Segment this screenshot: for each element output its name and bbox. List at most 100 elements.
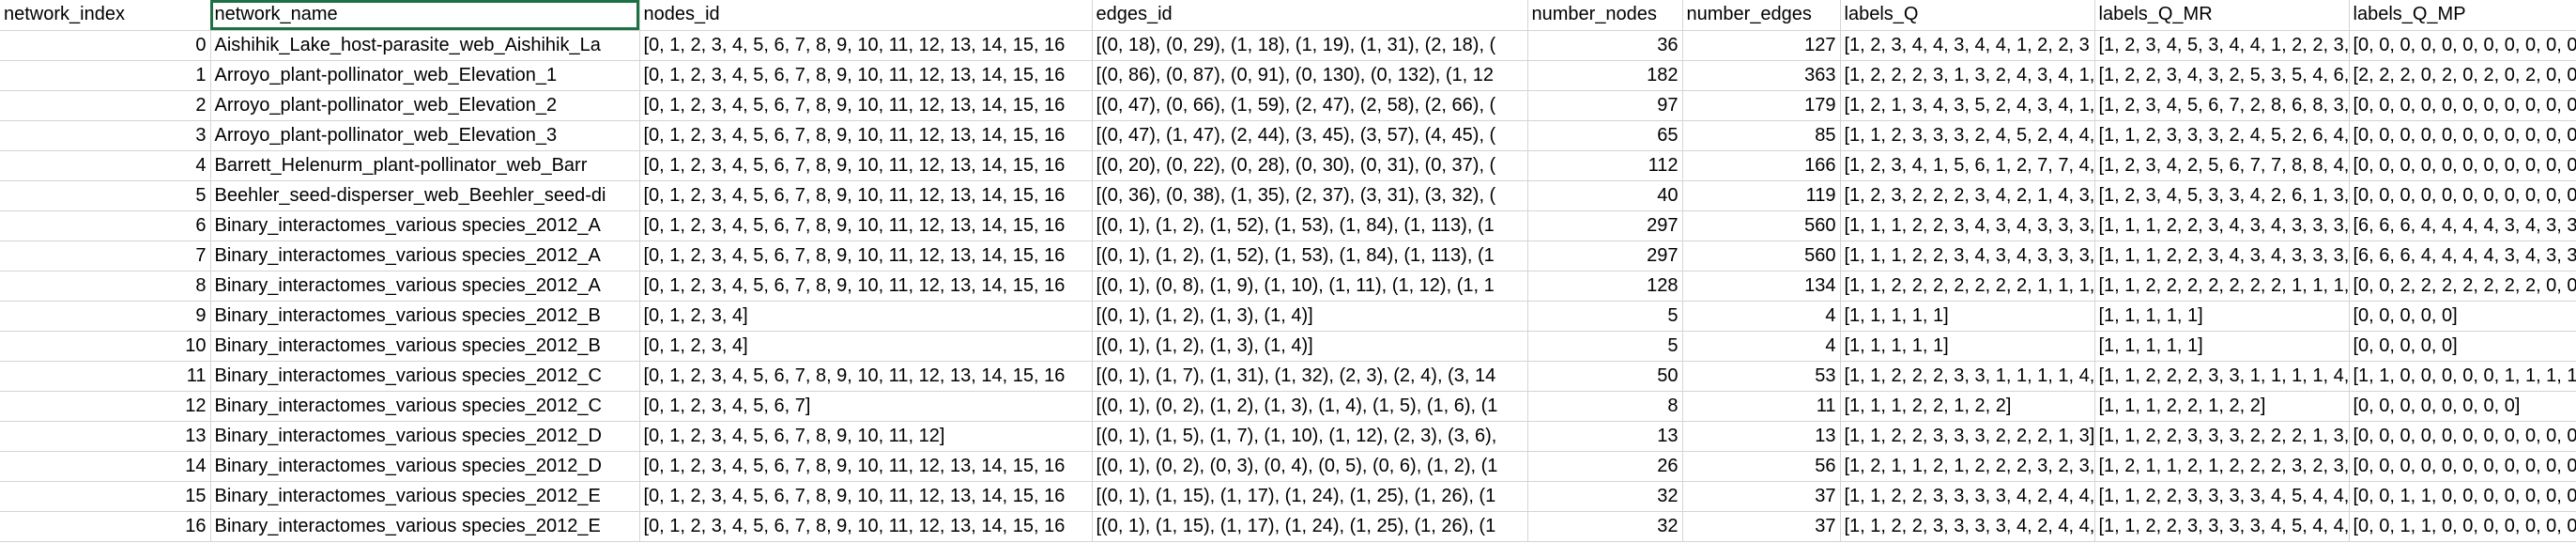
cell-edges-id[interactable]: [(0, 1), (1, 15), (1, 17), (1, 24), (1, … [1092, 481, 1528, 512]
cell-labels-q-mp[interactable]: [0, 0, 0, 0, 0, 0, 0, 0, 0, 0, 0 [2349, 180, 2576, 211]
cell-network-name[interactable]: Binary_interactomes_various species_2012… [210, 391, 640, 422]
cell-nodes-id[interactable]: [0, 1, 2, 3, 4, 5, 6, 7, 8, 9, 10, 11, 1… [639, 30, 1093, 61]
header-cell-network-name[interactable]: network_name [210, 0, 640, 31]
cell-network-name[interactable]: Binary_interactomes_various species_2012… [210, 451, 640, 482]
cell-number-edges[interactable]: 166 [1682, 150, 1841, 181]
cell-number-edges[interactable]: 179 [1682, 90, 1841, 121]
cell-nodes-id[interactable]: [0, 1, 2, 3, 4, 5, 6, 7, 8, 9, 10, 11, 1… [639, 60, 1093, 91]
cell-network-name[interactable]: Binary_interactomes_various species_2012… [210, 511, 640, 542]
cell-labels-q-mp[interactable]: [0, 0, 0, 0, 0, 0, 0, 0, 0, 0, 0 [2349, 150, 2576, 181]
cell-labels-q-mr[interactable]: [1, 1, 1, 2, 2, 1, 2, 2] [2094, 391, 2350, 422]
cell-labels-q-mp[interactable]: [0, 0, 0, 0, 0, 0, 0, 0, 0, 0, 0 [2349, 451, 2576, 482]
cell-network-index[interactable]: 0 [0, 30, 211, 61]
cell-labels-q[interactable]: [1, 1, 1, 1, 1] [1840, 331, 2095, 362]
cell-number-edges[interactable]: 85 [1682, 120, 1841, 151]
cell-network-name[interactable]: Aishihik_Lake_host-parasite_web_Aishihik… [210, 30, 640, 61]
cell-network-index[interactable]: 1 [0, 60, 211, 91]
cell-network-index[interactable]: 12 [0, 391, 211, 422]
cell-labels-q[interactable]: [1, 1, 1, 2, 2, 3, 4, 3, 4, 3, 3, 3, 3 [1840, 210, 2095, 241]
cell-number-edges[interactable]: 4 [1682, 301, 1841, 332]
cell-number-nodes[interactable]: 297 [1527, 210, 1683, 241]
header-cell-network-index[interactable]: network_index [0, 0, 211, 31]
cell-network-name[interactable]: Beehler_seed-disperser_web_Beehler_seed-… [210, 180, 640, 211]
cell-labels-q-mr[interactable]: [1, 1, 2, 2, 2, 3, 3, 1, 1, 1, 1, 4, [2094, 361, 2350, 392]
cell-network-name[interactable]: Binary_interactomes_various species_2012… [210, 210, 640, 241]
cell-number-nodes[interactable]: 26 [1527, 451, 1683, 482]
cell-labels-q[interactable]: [1, 2, 1, 3, 4, 3, 5, 2, 4, 3, 4, 1, 3 [1840, 90, 2095, 121]
cell-nodes-id[interactable]: [0, 1, 2, 3, 4, 5, 6, 7, 8, 9, 10, 11, 1… [639, 150, 1093, 181]
cell-number-nodes[interactable]: 32 [1527, 481, 1683, 512]
cell-labels-q-mr[interactable]: [1, 1, 2, 2, 3, 3, 3, 3, 4, 5, 4, 4, [2094, 481, 2350, 512]
cell-number-nodes[interactable]: 32 [1527, 511, 1683, 542]
cell-labels-q-mr[interactable]: [1, 2, 3, 4, 5, 3, 4, 4, 1, 2, 2, 3, [2094, 30, 2350, 61]
cell-labels-q-mr[interactable]: [1, 1, 2, 2, 3, 3, 3, 3, 4, 5, 4, 4, [2094, 511, 2350, 542]
cell-labels-q-mp[interactable]: [0, 0, 0, 0, 0] [2349, 301, 2576, 332]
header-cell-nodes-id[interactable]: nodes_id [639, 0, 1093, 31]
cell-labels-q-mp[interactable]: [0, 0, 0, 0, 0, 0, 0, 0, 0, 0, 0, 0 [2349, 30, 2576, 61]
cell-network-index[interactable]: 4 [0, 150, 211, 181]
cell-labels-q-mp[interactable]: [1, 1, 0, 0, 0, 0, 0, 1, 1, 1, 1 [2349, 361, 2576, 392]
cell-edges-id[interactable]: [(0, 36), (0, 38), (1, 35), (2, 37), (3,… [1092, 180, 1528, 211]
cell-labels-q[interactable]: [1, 1, 2, 3, 3, 3, 2, 4, 5, 2, 4, 4, 3 [1840, 120, 2095, 151]
cell-labels-q-mp[interactable]: [0, 0, 0, 0, 0, 0, 0, 0] [2349, 391, 2576, 422]
cell-network-index[interactable]: 3 [0, 120, 211, 151]
cell-nodes-id[interactable]: [0, 1, 2, 3, 4, 5, 6, 7, 8, 9, 10, 11, 1… [639, 210, 1093, 241]
cell-number-edges[interactable]: 363 [1682, 60, 1841, 91]
cell-number-edges[interactable]: 11 [1682, 391, 1841, 422]
cell-labels-q-mp[interactable]: [0, 0, 0, 0, 0, 0, 0, 0, 0, 0, 0 [2349, 421, 2576, 452]
header-cell-edges-id[interactable]: edges_id [1092, 0, 1528, 31]
cell-labels-q-mr[interactable]: [1, 2, 3, 4, 5, 3, 3, 4, 2, 6, 1, 3, [2094, 180, 2350, 211]
cell-edges-id[interactable]: [(0, 18), (0, 29), (1, 18), (1, 19), (1,… [1092, 30, 1528, 61]
cell-nodes-id[interactable]: [0, 1, 2, 3, 4, 5, 6, 7, 8, 9, 10, 11, 1… [639, 511, 1093, 542]
cell-number-nodes[interactable]: 8 [1527, 391, 1683, 422]
cell-labels-q-mp[interactable]: [6, 6, 6, 4, 4, 4, 4, 3, 4, 3, 3 [2349, 210, 2576, 241]
cell-labels-q-mp[interactable]: [6, 6, 6, 4, 4, 4, 4, 3, 4, 3, 3 [2349, 240, 2576, 272]
cell-network-index[interactable]: 13 [0, 421, 211, 452]
cell-labels-q-mp[interactable]: [0, 0, 0, 0, 0, 0, 0, 0, 0, 0, 0 [2349, 90, 2576, 121]
cell-number-nodes[interactable]: 40 [1527, 180, 1683, 211]
cell-number-nodes[interactable]: 97 [1527, 90, 1683, 121]
cell-number-edges[interactable]: 560 [1682, 240, 1841, 272]
cell-network-index[interactable]: 14 [0, 451, 211, 482]
cell-labels-q[interactable]: [1, 2, 3, 2, 2, 2, 3, 4, 2, 1, 4, 3, 5 [1840, 180, 2095, 211]
cell-nodes-id[interactable]: [0, 1, 2, 3, 4, 5, 6, 7, 8, 9, 10, 11, 1… [639, 90, 1093, 121]
cell-number-edges[interactable]: 56 [1682, 451, 1841, 482]
cell-nodes-id[interactable]: [0, 1, 2, 3, 4, 5, 6, 7, 8, 9, 10, 11, 1… [639, 481, 1093, 512]
cell-labels-q[interactable]: [1, 2, 1, 1, 2, 1, 2, 2, 2, 3, 2, 3, 4 [1840, 451, 2095, 482]
cell-labels-q-mp[interactable]: [2, 2, 2, 0, 2, 0, 2, 0, 2, 0, 0 [2349, 60, 2576, 91]
cell-network-name[interactable]: Binary_interactomes_various species_2012… [210, 361, 640, 392]
cell-network-index[interactable]: 5 [0, 180, 211, 211]
cell-network-index[interactable]: 7 [0, 240, 211, 272]
cell-edges-id[interactable]: [(0, 86), (0, 87), (0, 91), (0, 130), (0… [1092, 60, 1528, 91]
cell-labels-q[interactable]: [1, 1, 2, 2, 2, 3, 3, 1, 1, 1, 1, 4, 4 [1840, 361, 2095, 392]
cell-network-index[interactable]: 15 [0, 481, 211, 512]
cell-number-nodes[interactable]: 65 [1527, 120, 1683, 151]
header-cell-number-edges[interactable]: number_edges [1682, 0, 1841, 31]
cell-labels-q-mp[interactable]: [0, 0, 1, 1, 0, 0, 0, 0, 0, 0, 0 [2349, 511, 2576, 542]
cell-number-edges[interactable]: 134 [1682, 271, 1841, 302]
cell-edges-id[interactable]: [(0, 1), (0, 2), (0, 3), (0, 4), (0, 5),… [1092, 451, 1528, 482]
cell-labels-q[interactable]: [1, 1, 2, 2, 2, 2, 2, 2, 2, 1, 1, 1, 1 [1840, 271, 2095, 302]
cell-number-edges[interactable]: 37 [1682, 481, 1841, 512]
cell-network-name[interactable]: Arroyo_plant-pollinator_web_Elevation_2 [210, 90, 640, 121]
cell-network-index[interactable]: 2 [0, 90, 211, 121]
cell-nodes-id[interactable]: [0, 1, 2, 3, 4, 5, 6, 7, 8, 9, 10, 11, 1… [639, 120, 1093, 151]
cell-labels-q[interactable]: [1, 1, 2, 2, 3, 3, 3, 3, 4, 2, 4, 4, 4 [1840, 511, 2095, 542]
cell-labels-q-mr[interactable]: [1, 1, 1, 2, 2, 3, 4, 3, 4, 3, 3, 3, [2094, 240, 2350, 272]
cell-edges-id[interactable]: [(0, 1), (1, 2), (1, 52), (1, 53), (1, 8… [1092, 240, 1528, 272]
cell-network-name[interactable]: Barrett_Helenurm_plant-pollinator_web_Ba… [210, 150, 640, 181]
cell-network-name[interactable]: Binary_interactomes_various species_2012… [210, 240, 640, 272]
cell-labels-q-mr[interactable]: [1, 1, 1, 2, 2, 3, 4, 3, 4, 3, 3, 3, [2094, 210, 2350, 241]
cell-labels-q-mp[interactable]: [0, 0, 1, 1, 0, 0, 0, 0, 0, 0, 0 [2349, 481, 2576, 512]
cell-labels-q[interactable]: [1, 2, 3, 4, 4, 3, 4, 4, 1, 2, 2, 3 [1840, 30, 2095, 61]
cell-edges-id[interactable]: [(0, 47), (0, 66), (1, 59), (2, 47), (2,… [1092, 90, 1528, 121]
cell-labels-q-mr[interactable]: [1, 2, 2, 3, 4, 3, 2, 5, 3, 5, 4, 6, 6 [2094, 60, 2350, 91]
cell-network-name[interactable]: Binary_interactomes_various species_2012… [210, 301, 640, 332]
cell-nodes-id[interactable]: [0, 1, 2, 3, 4, 5, 6, 7, 8, 9, 10, 11, 1… [639, 271, 1093, 302]
cell-edges-id[interactable]: [(0, 47), (1, 47), (2, 44), (3, 45), (3,… [1092, 120, 1528, 151]
header-cell-labels-q-mp[interactable]: labels_Q_MP [2349, 0, 2576, 31]
cell-network-name[interactable]: Binary_interactomes_various species_2012… [210, 481, 640, 512]
cell-edges-id[interactable]: [(0, 1), (1, 5), (1, 7), (1, 10), (1, 12… [1092, 421, 1528, 452]
cell-edges-id[interactable]: [(0, 20), (0, 22), (0, 28), (0, 30), (0,… [1092, 150, 1528, 181]
cell-labels-q[interactable]: [1, 1, 2, 2, 3, 3, 3, 3, 4, 2, 4, 4, 4 [1840, 481, 2095, 512]
